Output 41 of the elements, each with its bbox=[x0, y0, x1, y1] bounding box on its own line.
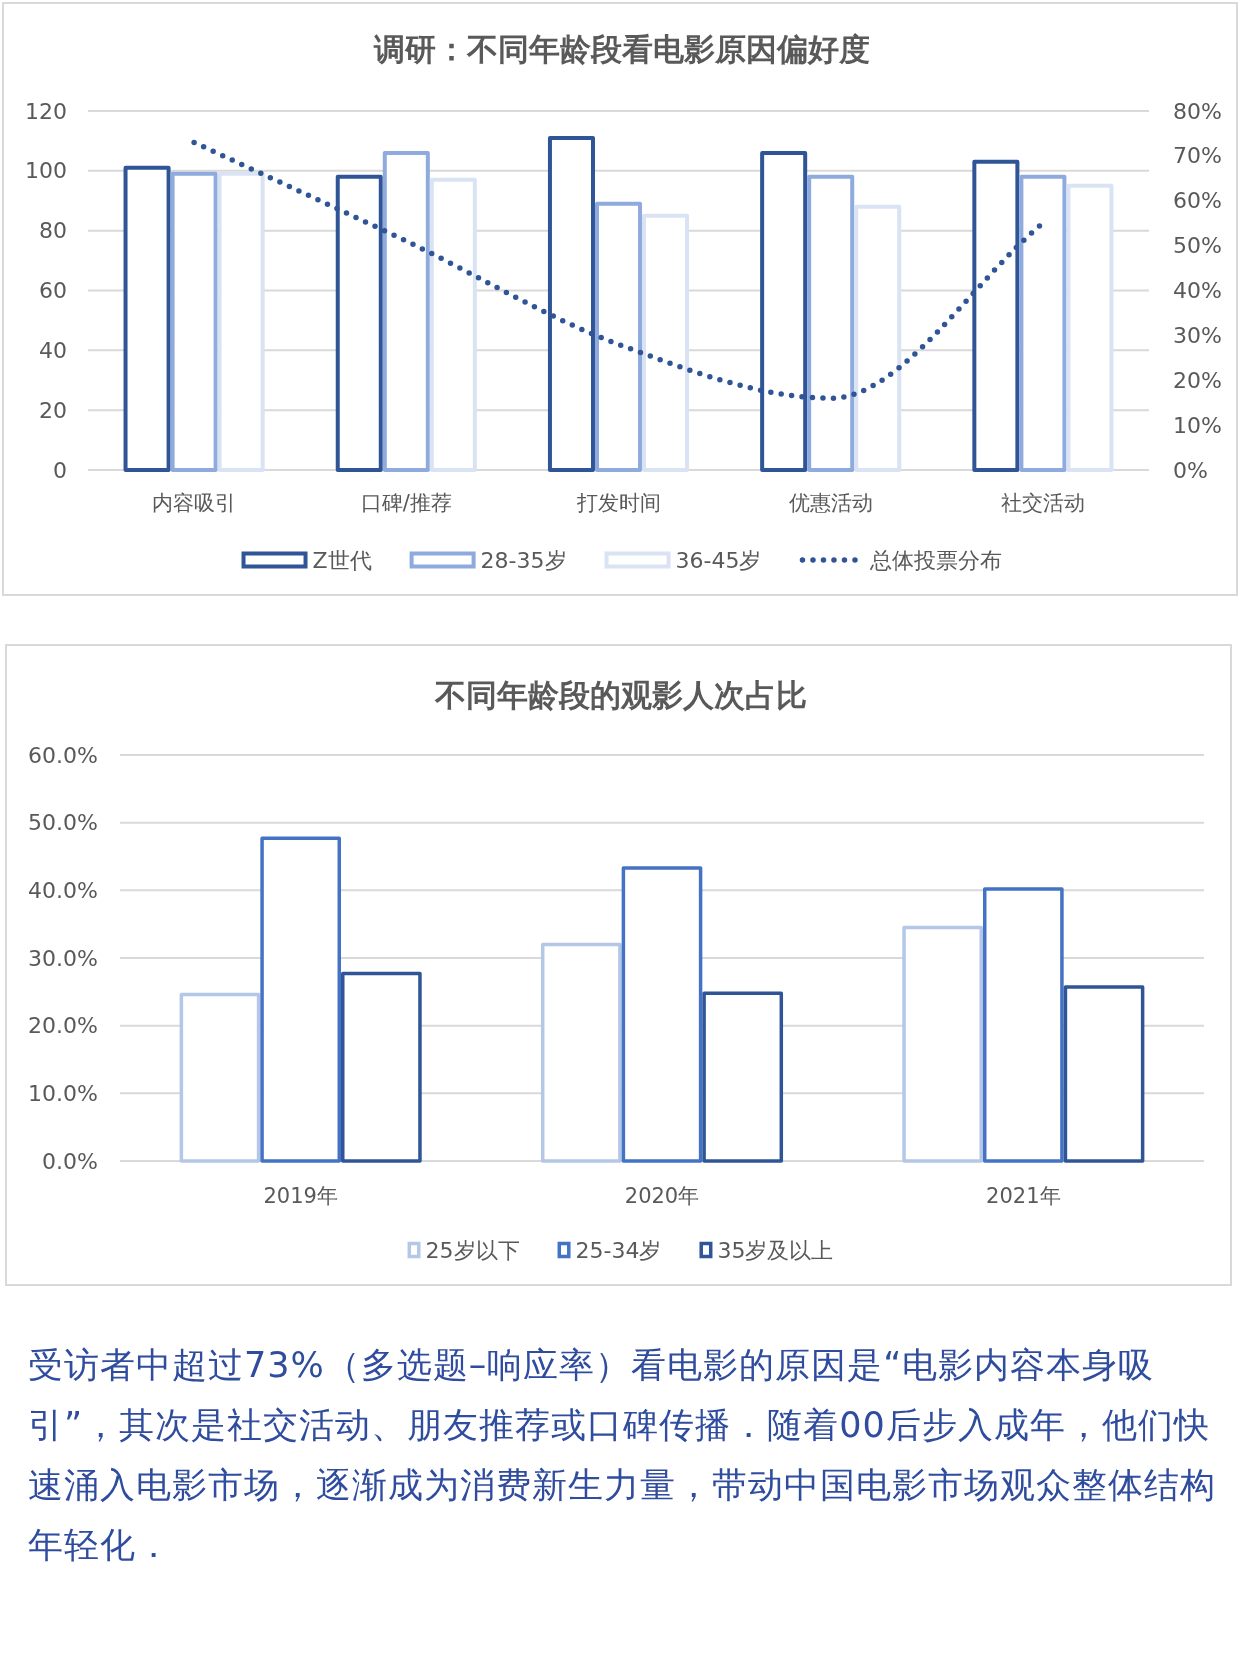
y2-tick-label: 0% bbox=[1173, 457, 1208, 483]
x-tick-label: 口碑/推荐 bbox=[360, 491, 452, 515]
y-tick-label: 30.0% bbox=[28, 945, 98, 971]
legend-label: 总体投票分布 bbox=[869, 547, 1003, 573]
legend-label: Z世代 bbox=[312, 547, 372, 573]
legend-label: 35岁及以上 bbox=[717, 1237, 834, 1263]
y2-tick-label: 80% bbox=[1173, 98, 1222, 124]
y-tick-label: 10.0% bbox=[28, 1080, 98, 1106]
y2-tick-label: 40% bbox=[1173, 278, 1222, 303]
chart-title: 不同年龄段的观影人次占比 bbox=[433, 677, 807, 713]
y-tick-label: 80 bbox=[39, 218, 67, 244]
x-tick-label: 优惠活动 bbox=[788, 491, 873, 515]
text: 受访者中超过73%（多选题–响应率）看电影的原因是“电影内容本身吸引”，其次是社交活动、朋友推荐或口碑传播．随着00后步入成年，他们快速涌入电影市场，逐渐成为消费新生力量，带动中国电影市场观众整体结构年轻化． bbox=[28, 1344, 1217, 1567]
y-tick-label: 0.0% bbox=[42, 1148, 98, 1174]
y-tick-label: 20 bbox=[39, 397, 67, 423]
y2-tick-label: 50% bbox=[1173, 233, 1222, 259]
legend-label: 25-34岁 bbox=[575, 1237, 662, 1263]
legend-label: 28-35岁 bbox=[480, 547, 567, 573]
y-tick-label: 60.0% bbox=[28, 742, 98, 768]
y-tick-label: 100 bbox=[25, 158, 67, 184]
y-tick-label: 120 bbox=[25, 98, 67, 124]
legend-label: 36-45岁 bbox=[675, 547, 762, 573]
legend-label: 25岁以下 bbox=[425, 1237, 520, 1263]
x-tick-label: 打发时间 bbox=[575, 491, 661, 515]
y2-tick-label: 30% bbox=[1173, 322, 1222, 348]
y2-tick-label: 70% bbox=[1173, 143, 1222, 169]
y-tick-label: 50.0% bbox=[28, 810, 98, 836]
y-tick-label: 0 bbox=[53, 457, 67, 483]
x-tick-label: 社交活动 bbox=[1000, 491, 1085, 515]
y-tick-label: 60 bbox=[39, 278, 67, 303]
y-tick-label: 40.0% bbox=[28, 877, 98, 903]
x-tick-label: 内容吸引 bbox=[152, 491, 237, 515]
x-tick-label: 2020年 bbox=[624, 1184, 700, 1208]
chart-title: 调研：不同年龄段看电影原因偏好度 bbox=[373, 31, 870, 67]
y-tick-label: 40 bbox=[39, 337, 67, 363]
y-tick-label: 20.0% bbox=[28, 1013, 98, 1039]
y2-tick-label: 60% bbox=[1173, 188, 1222, 214]
x-tick-label: 2019年 bbox=[263, 1184, 338, 1208]
y2-tick-label: 10% bbox=[1173, 412, 1222, 438]
y2-tick-label: 20% bbox=[1173, 367, 1222, 393]
x-tick-label: 2021年 bbox=[986, 1184, 1061, 1208]
